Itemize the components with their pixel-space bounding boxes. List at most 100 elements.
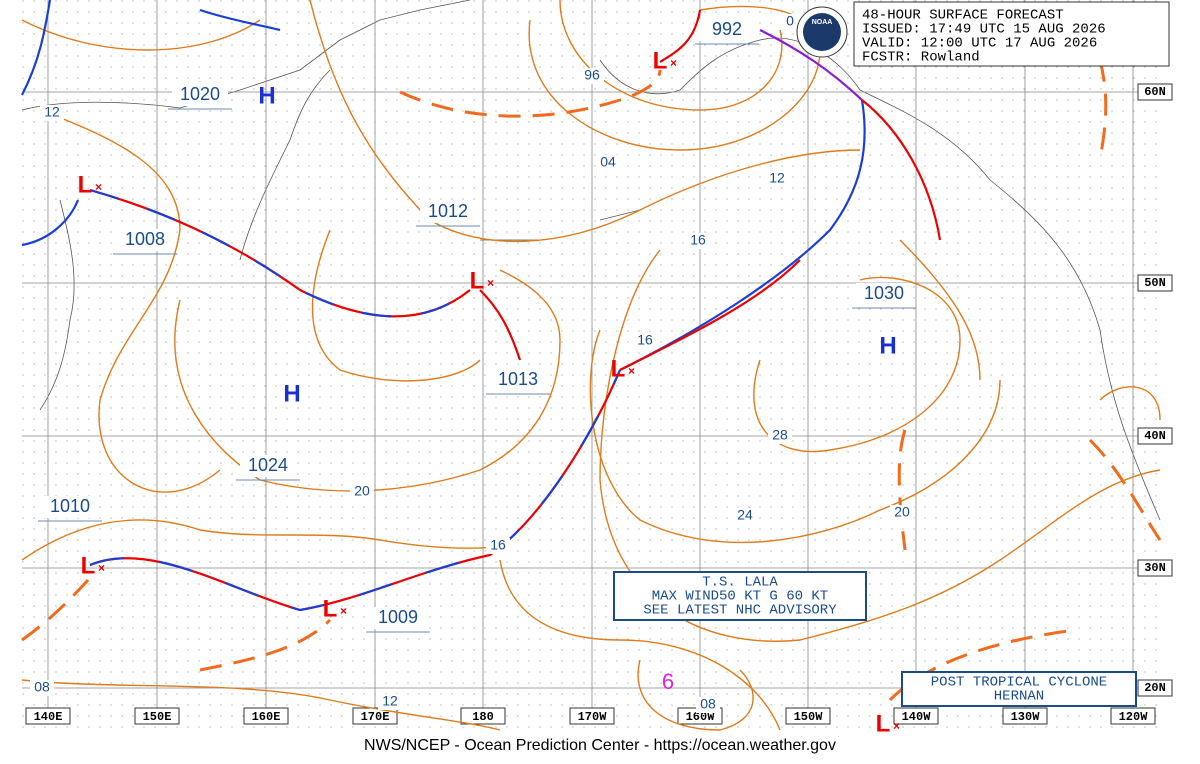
lon-label-box [1002, 707, 1048, 725]
low-center: L [81, 552, 96, 579]
pressure-label: 1013 [498, 369, 538, 389]
low-center: L [470, 267, 485, 294]
lat-label-box [1137, 559, 1173, 577]
isobar-label-bg [350, 484, 374, 500]
lat-label: 60N [1144, 85, 1166, 99]
pressure-label-bg [240, 455, 296, 477]
lat-label-box [1137, 427, 1173, 445]
noaa-logo-inner [803, 13, 841, 51]
pressure-label-bg [490, 369, 546, 391]
lon-label: 170W [578, 710, 608, 724]
isobar-label-bg [765, 171, 789, 187]
lat-label: 50N [1144, 276, 1166, 290]
pressure-label-bg [699, 19, 755, 41]
isobar-label-bg [768, 428, 792, 444]
lat-label: 20N [1144, 681, 1166, 695]
isobar-label: 20 [894, 504, 910, 520]
pressure-label-bg [420, 201, 476, 223]
lon-label-box [25, 707, 71, 725]
isobar-label: 12 [382, 693, 398, 709]
cold-front [619, 99, 866, 371]
isobar-label-bg [733, 508, 757, 524]
storm-box [613, 571, 867, 621]
high-center: H [258, 82, 275, 109]
isobar-label: 12 [44, 104, 60, 120]
low-center: L [78, 171, 93, 198]
isobar-label-bg [696, 697, 720, 713]
lon-label: 170E [361, 710, 390, 724]
pressure-label-bg [117, 229, 173, 251]
low-x: × [487, 276, 494, 290]
pressure-label: 1030 [864, 283, 904, 303]
isobar-label-bg [378, 694, 402, 710]
isobar-label-bg [486, 538, 510, 554]
post-tropical-box [901, 671, 1137, 707]
logo-text: NOAA [812, 19, 833, 26]
isobar-label: 96 [584, 67, 600, 83]
isobar-label: 12 [769, 170, 785, 186]
low-x: × [340, 604, 347, 618]
low-center: L [653, 47, 668, 74]
header-forecaster: FCSTR: Rowland [862, 50, 980, 66]
header-title: 48-HOUR SURFACE FORECAST [862, 8, 1064, 24]
isobar-label-bg [580, 68, 604, 84]
stationary-front-cold [89, 369, 622, 612]
fronts [21, 0, 942, 612]
high-center: H [879, 332, 896, 359]
tropical-storm-symbol: 6 [662, 669, 674, 694]
lon-label-box [460, 707, 506, 725]
isobar-label-bg [596, 155, 620, 171]
storm-box-text: MAX WIND50 KT G 60 KT [652, 589, 828, 605]
isobar-label: 24 [737, 507, 753, 523]
occluded-front [759, 29, 863, 101]
occluded-front [479, 289, 522, 361]
cold-front [21, 0, 52, 96]
isobar-label: 28 [772, 427, 788, 443]
lon-label-box [243, 707, 289, 725]
isobar-label-bg [30, 680, 54, 696]
lat-label: 40N [1144, 429, 1166, 443]
isobar-label: 20 [354, 483, 370, 499]
isobar-label-bg [778, 14, 802, 30]
header-box [853, 1, 1170, 67]
warm-front [619, 259, 801, 371]
isobar-label-bg [40, 105, 64, 121]
low-x: × [98, 561, 105, 575]
isobar-label-bg [686, 233, 710, 249]
post-tropical-text: HERNAN [994, 689, 1044, 705]
lon-label-box [134, 707, 180, 725]
low-center: L [876, 710, 891, 737]
stationary-front-cold [89, 188, 471, 318]
low-center: L [323, 595, 338, 622]
warm-front [659, 9, 702, 63]
isobar-label: 08 [34, 679, 50, 695]
cold-front [199, 8, 281, 32]
isobar-label-bg [633, 333, 657, 349]
warm-front [861, 99, 942, 241]
storm-box-text: SEE LATEST NHC ADVISORY [643, 603, 837, 619]
lon-label: 150W [794, 710, 824, 724]
lat-label-box [1137, 679, 1173, 697]
lon-label: 120W [1119, 710, 1149, 724]
pressure-label: 992 [712, 19, 742, 39]
lat-label: 30N [1144, 561, 1166, 575]
lon-label-box [1110, 707, 1156, 725]
pressure-label-bg [172, 84, 228, 106]
lon-label: 150E [143, 710, 172, 724]
lat-label-box [1137, 83, 1173, 101]
lon-label: 180 [472, 710, 494, 724]
lon-label: 140E [34, 710, 63, 724]
low-x: × [95, 180, 102, 194]
lon-label: 160W [686, 710, 716, 724]
lat-label-box [1137, 274, 1173, 292]
isobar-label: 16 [690, 232, 706, 248]
pressure-label: 1024 [248, 455, 288, 475]
low-center: L [611, 355, 626, 382]
pressure-label-bg [370, 607, 426, 629]
pressure-label-bg [42, 496, 98, 518]
header-issued: ISSUED: 17:49 UTC 15 AUG 2026 [862, 22, 1106, 38]
isobar-label-bg [890, 505, 914, 521]
isobar-label: 04 [600, 154, 616, 170]
